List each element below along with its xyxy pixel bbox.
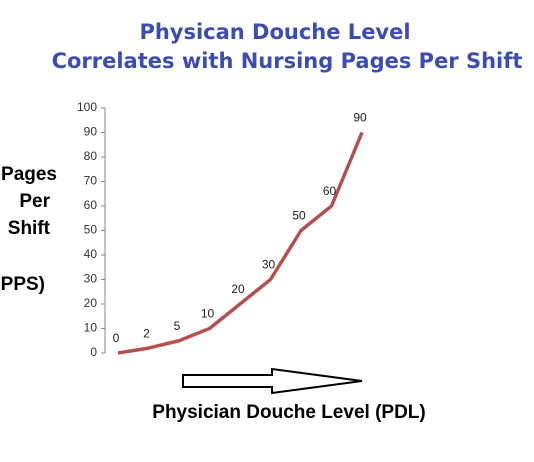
y-tick-label: 10	[84, 321, 98, 335]
y-tick-label: 100	[77, 100, 97, 114]
y-tick-label: 80	[84, 149, 98, 163]
data-label: 10	[201, 307, 215, 321]
data-label: 0	[113, 331, 120, 345]
y-tick-label: 30	[84, 272, 98, 286]
y-axis-label: PPS)	[1, 274, 45, 295]
chart-title: Physican Douche Level	[139, 20, 410, 44]
x-axis-label: Physician Douche Level (PDL)	[152, 402, 425, 423]
y-tick-label: 90	[84, 125, 98, 139]
data-label: 90	[353, 111, 367, 125]
data-label: 5	[174, 319, 181, 333]
y-axis-label: Shift	[8, 218, 51, 239]
data-label: 50	[292, 209, 306, 223]
y-tick-label: 0	[90, 345, 97, 359]
chart-title: Correlates with Nursing Pages Per Shift	[52, 49, 523, 73]
data-label: 30	[262, 258, 276, 272]
line	[117, 131, 364, 355]
y-tick-label: 50	[84, 223, 98, 237]
y-axis-label: Per	[19, 191, 50, 212]
data-label: 20	[231, 282, 245, 296]
y-axis-label: Pages	[1, 164, 57, 185]
data-label: 2	[143, 326, 150, 340]
y-tick-label: 60	[84, 198, 98, 212]
y-tick-label: 20	[84, 296, 98, 310]
y-tick-label: 70	[84, 174, 98, 188]
arrow	[182, 367, 363, 395]
y-tick-label: 40	[84, 247, 98, 261]
data-label: 60	[323, 184, 337, 198]
